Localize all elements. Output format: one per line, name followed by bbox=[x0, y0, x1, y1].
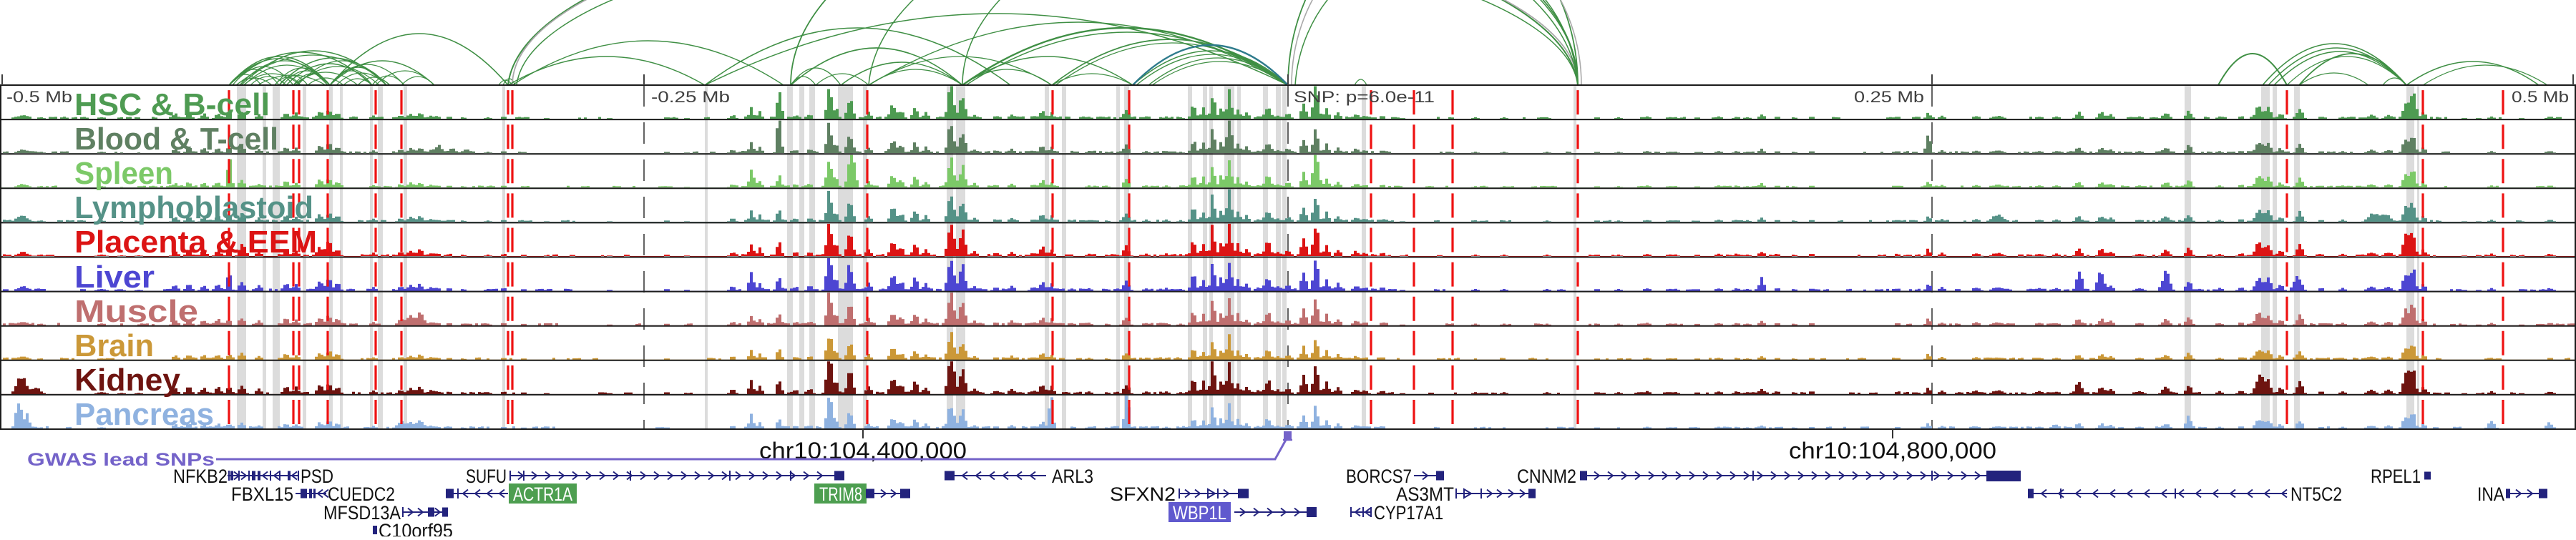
svg-text:PSD: PSD bbox=[301, 466, 333, 487]
svg-text:Lymphoblastoid: Lymphoblastoid bbox=[74, 190, 313, 225]
svg-text:Blood & T-cell: Blood & T-cell bbox=[74, 122, 278, 157]
svg-text:Placenta & EEM: Placenta & EEM bbox=[74, 225, 317, 260]
svg-text:SUFU: SUFU bbox=[466, 466, 507, 487]
svg-text:NT5C2: NT5C2 bbox=[2290, 483, 2342, 505]
svg-text:AS3MT: AS3MT bbox=[1396, 483, 1454, 505]
svg-text:WBP1L: WBP1L bbox=[1173, 502, 1226, 524]
svg-text:FBXL15: FBXL15 bbox=[231, 483, 293, 505]
svg-text:chr10:104,800,000: chr10:104,800,000 bbox=[1789, 438, 1996, 463]
svg-text:NFKB2: NFKB2 bbox=[173, 466, 228, 487]
svg-text:BORCS7: BORCS7 bbox=[1346, 466, 1412, 487]
svg-text:C10orf95: C10orf95 bbox=[379, 520, 453, 536]
svg-text:RPEL1: RPEL1 bbox=[2371, 466, 2421, 487]
svg-text:0.5 Mb: 0.5 Mb bbox=[2512, 88, 2569, 106]
svg-text:GWAS lead SNPs: GWAS lead SNPs bbox=[27, 450, 215, 470]
svg-text:SFXN2: SFXN2 bbox=[1110, 483, 1176, 505]
svg-text:-0.25 Mb: -0.25 Mb bbox=[651, 88, 730, 106]
svg-text:Muscle: Muscle bbox=[74, 294, 198, 329]
svg-text:TRIM8: TRIM8 bbox=[819, 483, 862, 505]
svg-text:SNP: p=6.0e-11: SNP: p=6.0e-11 bbox=[1294, 88, 1435, 106]
svg-text:INA: INA bbox=[2477, 483, 2504, 505]
svg-text:Pancreas: Pancreas bbox=[74, 397, 214, 432]
svg-text:Brain: Brain bbox=[74, 328, 154, 363]
svg-text:Liver: Liver bbox=[74, 260, 155, 295]
svg-text:CNNM2: CNNM2 bbox=[1517, 466, 1576, 487]
svg-text:Kidney: Kidney bbox=[74, 363, 181, 398]
svg-text:ACTR1A: ACTR1A bbox=[513, 483, 572, 505]
svg-text:-0.5 Mb: -0.5 Mb bbox=[6, 88, 72, 106]
svg-text:Spleen: Spleen bbox=[74, 156, 173, 191]
svg-text:HSC & B-cell: HSC & B-cell bbox=[74, 87, 270, 122]
svg-text:ARL3: ARL3 bbox=[1052, 466, 1093, 487]
svg-text:CUEDC2: CUEDC2 bbox=[328, 483, 395, 505]
svg-text:CYP17A1: CYP17A1 bbox=[1374, 502, 1443, 524]
svg-text:0.25 Mb: 0.25 Mb bbox=[1854, 88, 1924, 106]
svg-text:MFSD13A: MFSD13A bbox=[323, 502, 401, 524]
